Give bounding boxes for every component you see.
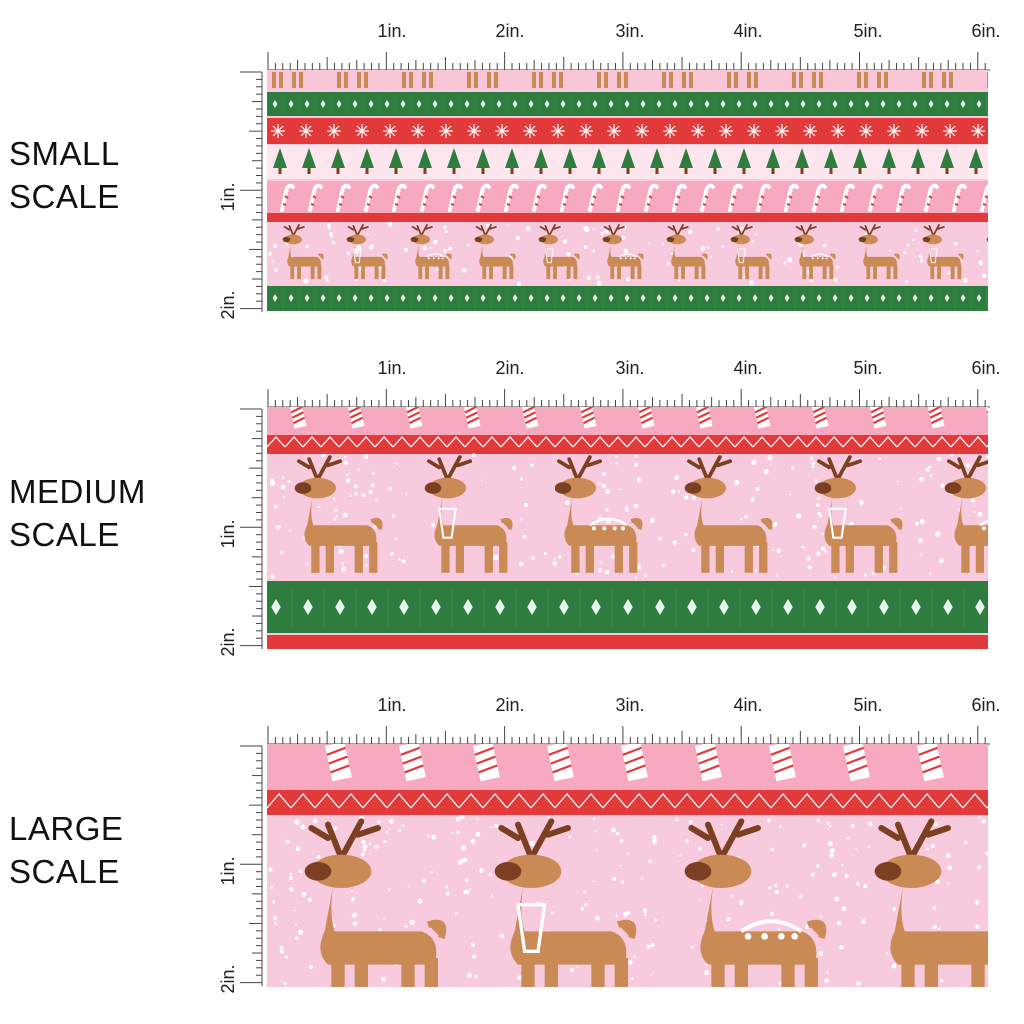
small-snowflake-band [271, 124, 985, 138]
large-scale-label-line1: LARGE [9, 810, 124, 847]
medium-scale-label-line2: SCALE [9, 516, 120, 553]
small-ruler-v-label-2: 2in. [218, 290, 238, 319]
large-reindeer-row [304, 818, 988, 987]
large-scale-label: LARGE SCALE [9, 807, 123, 893]
medium-ruler-h-label-2: 2in. [495, 358, 524, 378]
medium-ruler-v-ticks [240, 408, 263, 649]
large-candy-stripe-row [325, 744, 944, 782]
small-ruler-h-label-6: 6in. [971, 21, 1000, 41]
large-scale-label-line2: SCALE [9, 853, 120, 890]
small-green-diamond-band [267, 94, 988, 114]
small-green-diamond-bottom-band [267, 288, 988, 308]
large-ruler-v-label-2: 2in. [218, 964, 238, 993]
medium-ruler-h-label-4: 4in. [733, 358, 762, 378]
small-ruler-v-label-1: 1in. [218, 182, 238, 211]
medium-ruler-h-label-5: 5in. [853, 358, 882, 378]
medium-fabric-swatch [267, 407, 988, 649]
large-ruler-v-ticks [240, 745, 263, 986]
large-ruler-h-label-1: 1in. [377, 695, 406, 715]
small-candy-cane-row [280, 183, 988, 212]
small-scale-label-line1: SMALL [9, 135, 120, 172]
small-ruler-h-label-4: 4in. [733, 21, 762, 41]
medium-zigzag-band [267, 436, 988, 448]
medium-green-diamond-band [271, 587, 985, 627]
small-ruler-h-label-2: 2in. [495, 21, 524, 41]
large-ruler-v-label-1: 1in. [218, 856, 238, 885]
small-ruler-h-label-1: 1in. [377, 21, 406, 41]
medium-ruler-h-label-1: 1in. [377, 358, 406, 378]
small-ruler-h-label-3: 3in. [615, 21, 644, 41]
small-ruler-h-label-5: 5in. [853, 21, 882, 41]
medium-ruler-h-label-3: 3in. [615, 358, 644, 378]
small-ruler-v-ticks [240, 71, 263, 312]
small-scale-label-line2: SCALE [9, 178, 120, 215]
large-ruler-h-label-2: 2in. [495, 695, 524, 715]
large-scale-ruler: 1in. 2in. 3in. 4in. 5in. 6in. 1in. 2in. [218, 695, 1001, 994]
medium-candy-stripe-row [290, 407, 988, 429]
large-ruler-h-label-3: 3in. [615, 695, 644, 715]
medium-scale-ruler: 1in. 2in. 3in. 4in. 5in. 6in. 1in. 2in. [218, 358, 1001, 657]
large-ruler-h-ticks [267, 726, 990, 745]
medium-ruler-h-ticks [267, 389, 990, 408]
small-reindeer-legs-row [272, 72, 988, 88]
medium-scale-label-line1: MEDIUM [9, 473, 146, 510]
large-ruler-h-label-5: 5in. [853, 695, 882, 715]
large-ruler-h-label-4: 4in. [733, 695, 762, 715]
small-ruler-h-ticks [267, 52, 990, 71]
small-reindeer-row [282, 224, 988, 280]
small-fabric-swatch [267, 70, 988, 311]
large-ruler-h-label-6: 6in. [971, 695, 1000, 715]
medium-ruler-v-label-2: 2in. [218, 627, 238, 656]
large-zigzag-band [267, 793, 988, 809]
medium-ruler-v-label-1: 1in. [218, 519, 238, 548]
medium-reindeer-row [294, 455, 988, 573]
medium-ruler-h-label-6: 6in. [971, 358, 1000, 378]
small-tree-row [273, 148, 983, 174]
small-scale-ruler: 1in. 2in. 3in. 4in. 5in. 6in. 1in. 2in. [218, 21, 1001, 320]
small-scale-label: SMALL SCALE [9, 132, 120, 218]
medium-scale-label: MEDIUM SCALE [9, 470, 146, 556]
large-fabric-swatch [267, 744, 988, 987]
